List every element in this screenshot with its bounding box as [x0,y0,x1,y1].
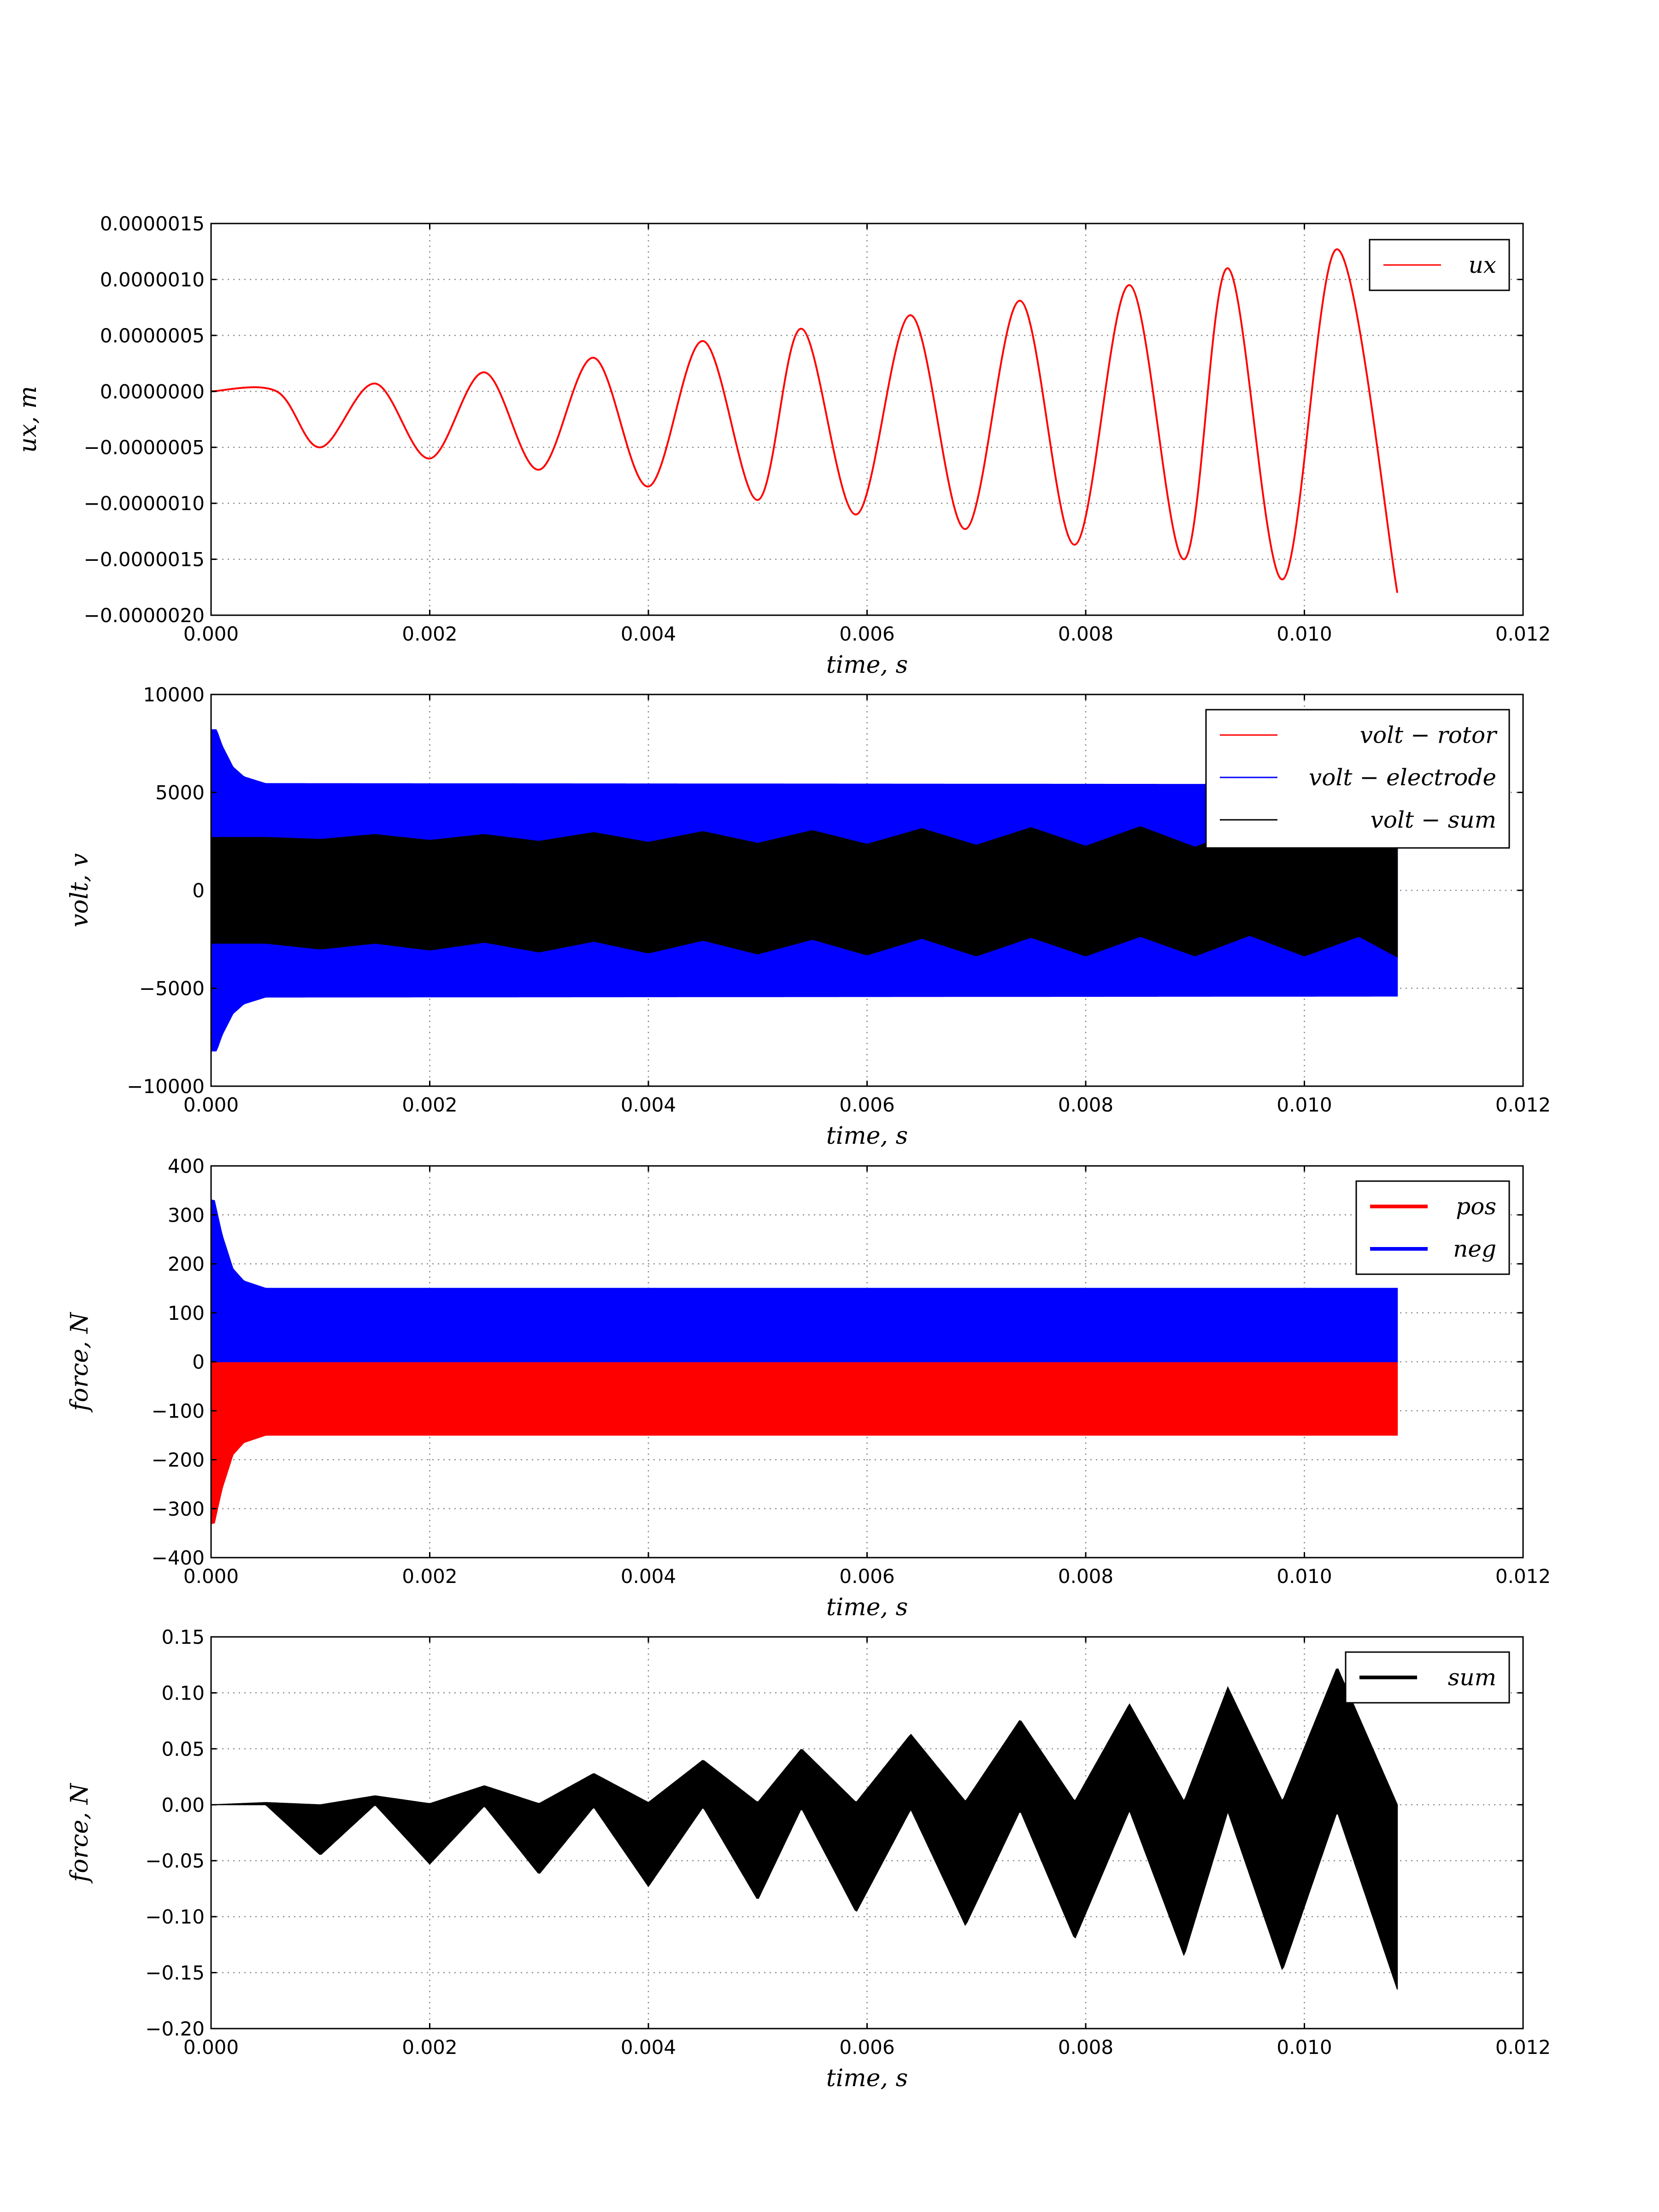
y-tick-label: −0.15 [145,1962,205,1984]
plot-area [211,1200,1398,1524]
x-tick-label: 0.004 [621,1094,676,1116]
plot-area [211,729,1398,1052]
x-tick-label: 0.010 [1277,2036,1332,2059]
legend: volt − rotor volt − electrode volt − sum [1205,709,1510,849]
panel-sum: 0.000 0.002 0.004 0.006 0.008 0.010 0.012 0.15 0… [66,1626,1551,2092]
y-tick-label: 0 [192,879,205,902]
legend: sum [1345,1651,1510,1704]
y-tick-label: 5000 [155,782,205,804]
x-tick-label: 0.006 [839,1565,894,1588]
legend-label: volt − electrode [1309,764,1496,791]
y-tick-label: 0.05 [161,1738,205,1760]
y-tick-label: −0.10 [145,1906,205,1928]
series-band-neg [211,1200,1398,1362]
x-axis-label: time, s [826,1594,908,1621]
x-tick-label: 0.004 [621,1565,676,1588]
y-tick-label: −100 [152,1400,205,1422]
y-tick-label: 0.0000015 [100,212,205,235]
legend: pos neg [1355,1180,1510,1275]
x-tick-label: 0.000 [183,1094,239,1116]
x-tick-label: 0.006 [839,623,894,645]
series-band-voltsum [211,826,1398,958]
y-axis-label: volt, v [66,853,94,928]
legend-box [1205,709,1510,849]
x-axis-label: time, s [826,1122,908,1150]
x-tick-label: 0.010 [1277,1094,1332,1116]
y-tick-label: 10000 [143,683,205,706]
y-axis-label: ux, m [14,386,42,453]
x-tick-label: 0.004 [621,2036,676,2059]
y-tick-label: 0.10 [161,1682,205,1704]
legend-label: pos [1456,1193,1496,1220]
x-tick-label: 0.002 [402,623,457,645]
y-tick-label: −5000 [139,977,205,1000]
y-tick-label: −300 [152,1498,205,1520]
x-tick-label: 0.012 [1495,1565,1551,1588]
y-tick-label: −0.05 [145,1850,205,1872]
x-tick-label: 0.000 [183,623,239,645]
legend-label: volt − sum [1371,806,1496,833]
x-tick-label: 0.006 [839,1094,894,1116]
y-tick-label: −0.20 [145,2018,205,2040]
y-tick-label: 300 [168,1204,205,1226]
x-tick-label: 0.012 [1495,623,1551,645]
y-tick-label: −0.0000010 [84,492,205,515]
legend-box [1355,1180,1510,1275]
x-tick-label: 0.006 [839,2036,894,2059]
x-tick-label: 0.004 [621,623,676,645]
x-axis-label: time, s [826,651,908,679]
legend-label: neg [1453,1235,1496,1262]
y-tick-label: −0.0000005 [84,436,205,459]
legend-label: ux [1469,252,1496,278]
y-tick-label: 0.00 [161,1794,205,1816]
x-tick-label: 0.008 [1058,1094,1113,1116]
y-tick-label: 100 [168,1302,205,1324]
legend-label: sum [1448,1664,1496,1691]
x-tick-label: 0.010 [1277,1565,1332,1588]
x-tick-label: 0.000 [183,1565,239,1588]
y-tick-label: −400 [152,1547,205,1569]
plot-area [211,248,1399,593]
y-tick-label: 0.0000000 [100,380,205,403]
plot-area [211,1668,1398,1990]
y-axis-label: force, N [66,1312,94,1413]
series-band-sum [211,1668,1398,1990]
y-tick-label: 400 [168,1155,205,1177]
y-tick-label: −0.0000015 [84,548,205,571]
y-tick-label: 0.0000010 [100,268,205,291]
x-tick-label: 0.002 [402,1094,457,1116]
x-tick-label: 0.002 [402,1565,457,1588]
y-axis-label: force, N [66,1783,94,1884]
y-tick-label: 0.15 [161,1626,205,1648]
legend: ux [1369,239,1510,291]
x-tick-label: 0.008 [1058,623,1113,645]
panel-force: 0.000 0.002 0.004 0.006 0.008 0.010 0.012 400 30… [66,1155,1551,1621]
y-tick-label: 0.0000005 [100,324,205,347]
y-tick-label: −200 [152,1449,205,1471]
x-tick-label: 0.012 [1495,1094,1551,1116]
y-tick-label: −10000 [127,1075,205,1098]
panel-volt: 0.000 0.002 0.004 0.006 0.008 0.010 0.012 10000… [66,683,1551,1150]
x-tick-label: 0.010 [1277,623,1332,645]
x-axis-label: time, s [826,2065,908,2092]
y-tick-label: 200 [168,1253,205,1276]
x-tick-label: 0.008 [1058,1565,1113,1588]
y-tick-label: −0.0000020 [84,604,205,627]
y-tick-label: 0 [192,1351,205,1373]
x-tick-label: 0.002 [402,2036,457,2059]
panel-ux: 0.000 0.002 0.004 0.006 0.008 0.010 0.012 0.000… [14,212,1551,679]
panels: 0.000 0.002 0.004 0.006 0.008 0.010 0.0120.000… [14,212,1551,2092]
x-tick-label: 0.000 [183,2036,239,2059]
legend-label: volt − rotor [1360,722,1498,748]
x-tick-label: 0.012 [1495,2036,1551,2059]
series-line-ux [211,248,1399,593]
x-tick-label: 0.008 [1058,2036,1113,2059]
